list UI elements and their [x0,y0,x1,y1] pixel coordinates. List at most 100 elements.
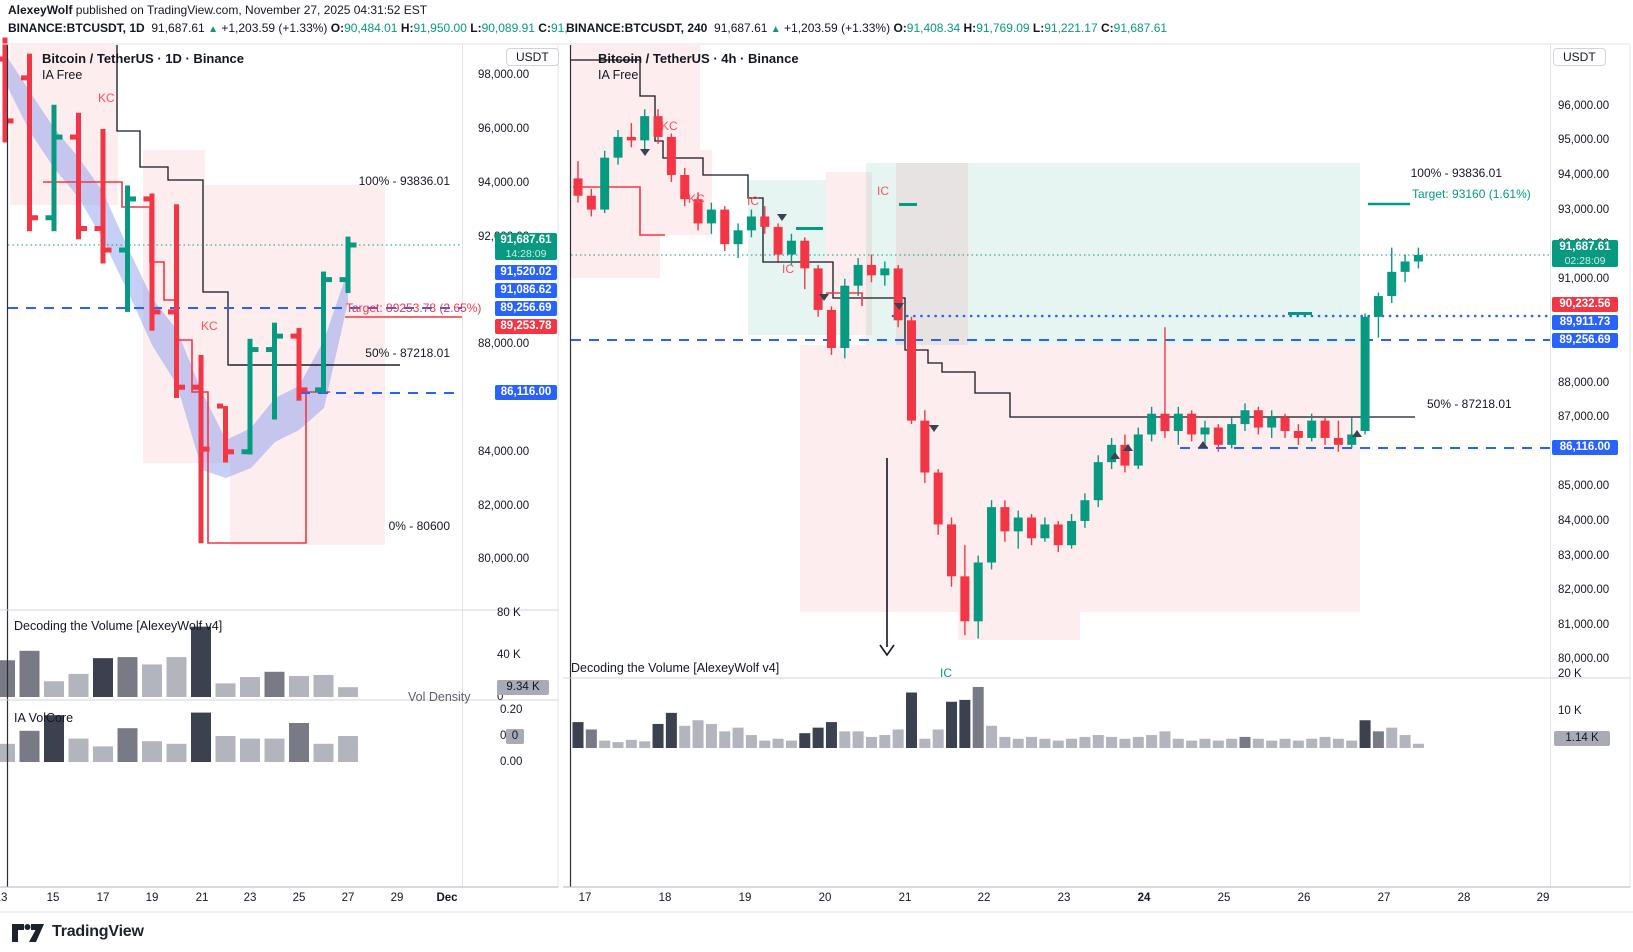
price-axis-label: 94,000.00 [1558,168,1610,181]
candle-body [947,524,957,577]
volume-bar [1146,735,1158,748]
candle-body [1173,413,1183,432]
candle-body [1387,271,1397,297]
ohlc-bar [345,236,351,294]
currency-toggle-button-4h[interactable]: USDT [1553,48,1606,66]
volume-bar [1266,740,1278,748]
volcore-bar [19,730,40,762]
currency-toggle-button-daily[interactable]: USDT [506,48,559,66]
candle-body [1360,316,1370,432]
candle-body [880,268,890,276]
volume-bar [999,736,1011,748]
volcore-bar [44,715,64,762]
price-label-chip: 89,253.78 [495,319,557,334]
open-tick [0,56,3,62]
volcore-bar [117,728,138,762]
triangle-up-marker [1352,430,1362,437]
candle-body [826,309,836,348]
volume-bar [1186,740,1198,748]
volcore-axis-label: 0.20 [500,704,523,716]
price-axis-label: 93,000.00 [1558,203,1610,216]
price-label-chip: 91,687.61 14:28:09 [495,233,557,260]
volume-bar [1119,738,1131,748]
candle-body [920,420,930,473]
volume-bar [1279,738,1291,748]
volume-bar [1319,736,1331,748]
candle-body [586,195,596,210]
volume-bar [240,677,260,697]
candle-body [760,216,770,227]
volcore-bar [313,743,334,762]
volcore-bar [338,736,358,762]
volume-bar [166,657,187,697]
chart-annotation: 50% - 87218.01 [365,346,450,360]
chip-price: 91,687.61 [500,234,552,246]
open-tick [266,347,272,353]
close-tick [154,309,161,315]
volume-bar [1226,738,1238,748]
volume-bar [289,676,309,697]
candle-body [973,562,983,622]
indicator-region-pink [10,45,118,205]
time-axis-label: 19 [738,892,752,904]
symbol-info-left: BINANCE:BTCUSDT, 1D 91,687.61 ▲ +1,203.5… [8,21,568,35]
chip-price: 90,232.56 [1559,298,1611,310]
time-axis-label: Dec [436,892,458,904]
volume-value-chip: 1.14 K [1554,731,1610,746]
volume-bar [785,740,797,748]
triangle-down-marker [777,214,787,221]
volume-pane-title-4h: Decoding the Volume [AlexeyWolf v4] [571,661,780,675]
price-label-chip: 89,256.69 [495,301,557,316]
price-axis-label: 80,000.00 [478,553,530,566]
price-axis-label: 88,000.00 [478,338,530,351]
candle-body [1333,437,1343,445]
volume-bar [215,683,236,697]
volume-pane-title-daily: Decoding the Volume [AlexeyWolf v4] [14,619,223,633]
open-tick [217,403,223,409]
volume-bar [1066,738,1078,748]
candle-body [1093,462,1103,501]
open-tick [45,215,52,221]
price-axis-label: 88,000.00 [1558,376,1610,389]
candle-body [800,240,810,269]
indicator-step-line [826,292,863,306]
open-tick [143,196,150,202]
volume-bar [1159,731,1171,748]
triangle-down-marker [929,425,939,432]
chip-price: 89,256.69 [1559,334,1611,346]
candle-body [1120,444,1130,466]
volume-bar [1239,736,1251,748]
price-label-chip: 90,232.56 [1552,297,1618,312]
volume-bar [879,735,891,748]
time-axis-label: 19 [145,892,159,904]
price-axis-label: 83,000.00 [1558,549,1610,562]
close-tick [130,196,136,202]
candle-body [573,178,583,196]
price-axis-label: 91,000.00 [1558,272,1610,285]
candle-body [706,209,716,224]
volume-bar [665,712,677,748]
publish-text: published on TradingView.com, November 2… [72,3,428,17]
time-axis-label: 29 [390,892,404,904]
tradingview-logo-icon[interactable] [12,922,46,944]
volume-bar [652,723,664,748]
close-tick [301,387,308,393]
indicator-label-daily: IA Free [42,68,83,82]
tradingview-wordmark[interactable]: TradingView [52,923,144,940]
volcore-bar [264,738,285,762]
volume-bar [1039,738,1051,748]
close-tick [228,449,234,455]
triangle-down-marker [894,303,904,310]
volcore-bar [93,746,113,762]
author-name: AlexeyWolf [8,3,73,17]
volume-bar [264,671,285,697]
volume-bar [1372,731,1384,748]
volume-bar [1212,740,1224,748]
ohlc-bar [51,104,57,232]
close-label: C: [1100,21,1114,35]
volume-axis-label: 80 K [497,607,521,619]
candle-body [1000,507,1010,532]
close-label: C: [538,21,551,35]
candle-body [1347,434,1357,445]
candle-body [693,199,703,224]
